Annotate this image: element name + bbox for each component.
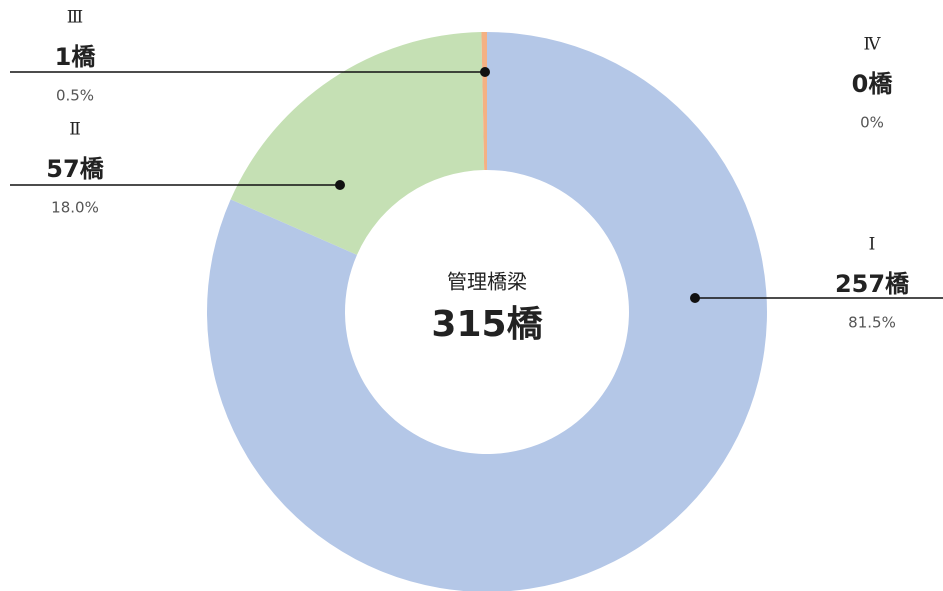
- leader-dot: [480, 67, 490, 77]
- value-label: 257橋: [835, 270, 910, 298]
- percentage-label: 81.5%: [848, 314, 896, 332]
- leader-dot: [690, 293, 700, 303]
- value-label: 57橋: [46, 155, 104, 183]
- leader-dot: [335, 180, 345, 190]
- percentage-label: 0.5%: [56, 87, 94, 105]
- category-label: Ⅳ: [864, 35, 882, 55]
- category-label: Ⅱ: [69, 120, 81, 140]
- slice: [230, 32, 485, 255]
- category-label: Ⅰ: [869, 235, 876, 255]
- percentage-label: 18.0%: [51, 199, 99, 217]
- center-title: 管理橋梁: [447, 270, 527, 294]
- value-label: 1橋: [55, 43, 97, 71]
- slice: [481, 32, 487, 171]
- percentage-label: 0%: [860, 114, 884, 132]
- center-total: 315橋: [431, 304, 542, 345]
- value-label: 0橋: [852, 70, 894, 98]
- category-label: Ⅲ: [67, 8, 83, 28]
- slice: [207, 32, 767, 591]
